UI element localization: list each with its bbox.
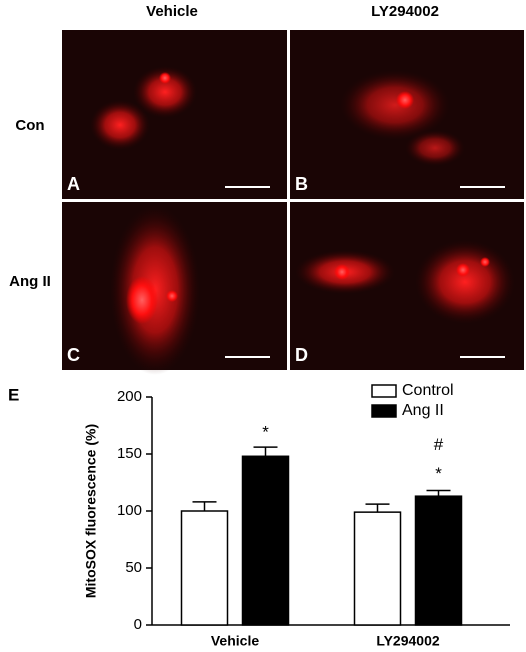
panel-letter: E <box>8 385 19 404</box>
column-label: LY294002 <box>371 3 439 20</box>
bar <box>414 495 463 626</box>
y-tick-label: 100 <box>117 502 142 519</box>
y-tick-label: 0 <box>134 616 142 633</box>
annotation: # <box>434 435 444 454</box>
legend-label: Control <box>402 382 454 399</box>
column-label: Vehicle <box>146 3 198 20</box>
annotation: * <box>435 464 442 483</box>
x-tick-label: Vehicle <box>211 633 259 649</box>
panel-c: C <box>62 202 287 375</box>
row-label: Con <box>15 117 44 134</box>
row-label: Ang II <box>9 273 51 290</box>
legend-swatch <box>371 404 397 418</box>
panel-letter: B <box>295 174 308 194</box>
legend-swatch <box>371 384 397 398</box>
bar-chart: 0 50 100 150 200 Vehicle LY294002 * # * Control Ang… <box>117 382 510 649</box>
legend-label: Ang II <box>402 402 444 419</box>
bar <box>241 455 290 626</box>
bar <box>353 511 402 626</box>
y-axis-label: MitoSOX fluorescence (%) <box>83 424 99 598</box>
panel-letter: C <box>67 345 80 365</box>
x-tick-label: LY294002 <box>376 633 440 649</box>
annotation: * <box>262 423 269 442</box>
panel-a: A <box>62 30 287 199</box>
y-tick-label: 150 <box>117 445 142 462</box>
y-tick-label: 50 <box>125 559 142 576</box>
panel-b: B <box>290 30 524 199</box>
bar <box>180 510 229 626</box>
panel-d: D <box>290 202 524 370</box>
panel-letter: A <box>67 174 80 194</box>
panel-letter: D <box>295 345 308 365</box>
y-tick-label: 200 <box>117 388 142 405</box>
